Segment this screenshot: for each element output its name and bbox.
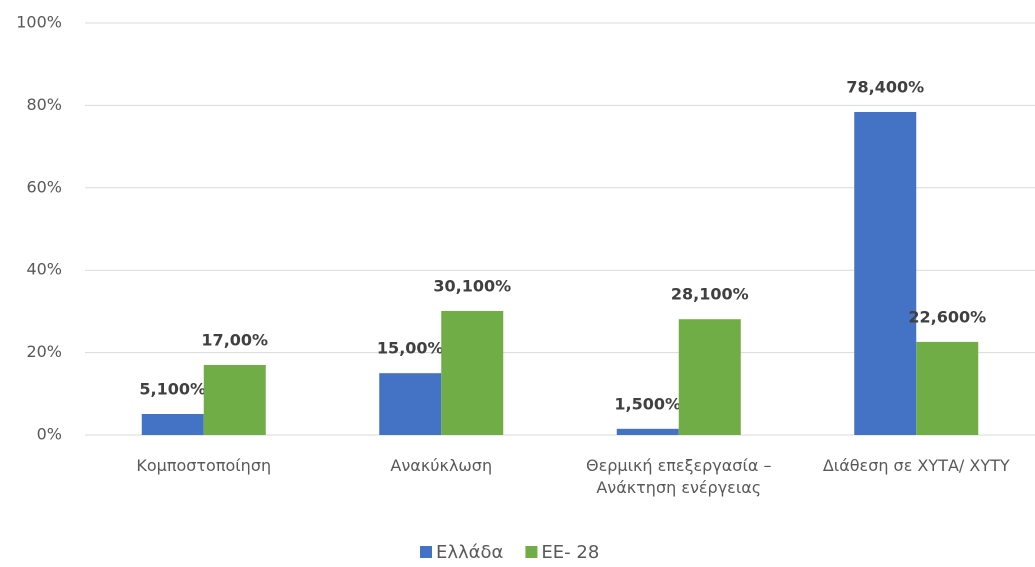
value-label: 17,00% <box>201 330 268 349</box>
y-tick-label: 20% <box>26 342 62 361</box>
y-tick-label: 100% <box>16 13 62 32</box>
y-tick-label: 80% <box>26 95 62 114</box>
bar <box>678 319 741 435</box>
value-label: 28,100% <box>671 285 749 304</box>
bar <box>203 364 266 435</box>
legend-label: ΕΕ- 28 <box>541 542 599 563</box>
value-label: 1,500% <box>614 394 681 413</box>
value-label: 22,600% <box>908 307 986 326</box>
bar <box>441 310 504 435</box>
bar <box>616 428 679 435</box>
value-label: 78,400% <box>846 77 924 96</box>
y-tick-label: 0% <box>37 425 62 444</box>
value-label: 5,100% <box>139 379 206 398</box>
y-tick-label: 60% <box>26 177 62 196</box>
value-label: 15,00% <box>377 339 444 358</box>
x-tick-label: Διάθεση σε ΧΥΤΑ/ ΧΥΤΥ <box>822 456 1010 475</box>
legend-swatch <box>525 546 538 558</box>
x-tick-label: Θερμική επεξεργασία – Ανάκτηση ενέργειας <box>585 456 772 497</box>
bar <box>854 111 917 435</box>
bar <box>916 341 979 435</box>
bar <box>379 373 442 435</box>
y-tick-label: 40% <box>26 260 62 279</box>
legend-swatch <box>420 546 432 558</box>
bar <box>141 413 204 435</box>
x-tick-label: Ανακύκλωση <box>390 456 493 475</box>
x-tick-label: Κομποστοποίηση <box>136 456 272 475</box>
value-label: 30,100% <box>433 276 511 295</box>
legend-label: Ελλάδα <box>436 542 503 563</box>
